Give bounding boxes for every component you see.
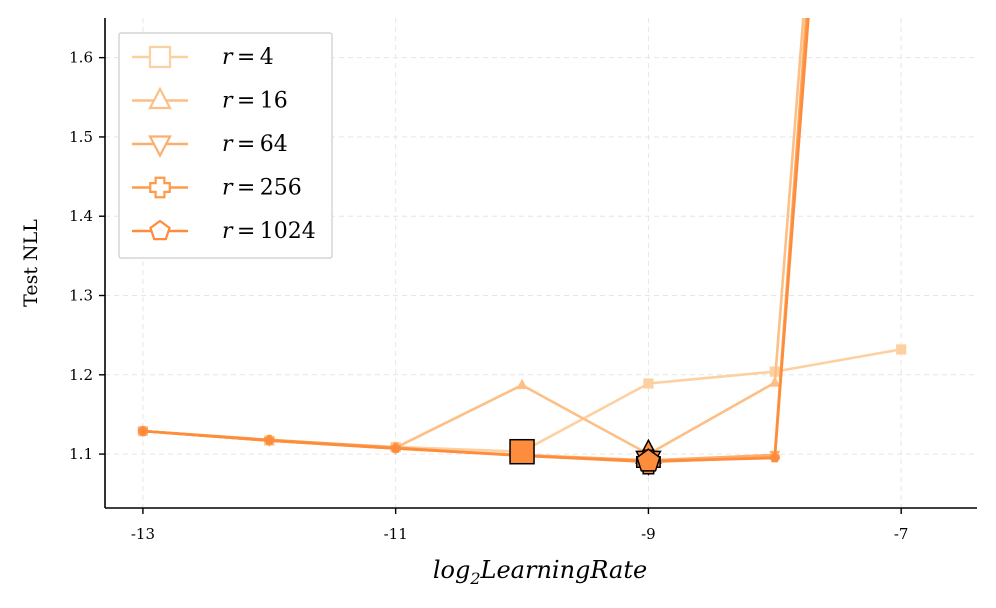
best-points-layer bbox=[509, 438, 662, 476]
legend-marker bbox=[148, 86, 172, 110]
legend-label: r = 4 bbox=[222, 45, 274, 70]
legend-item: r = 1024 bbox=[132, 219, 316, 244]
legend-frame bbox=[118, 32, 333, 259]
data-point bbox=[769, 452, 780, 463]
data-point bbox=[516, 378, 528, 390]
legend-label: r = 16 bbox=[222, 89, 288, 114]
x-tick-label: -9 bbox=[641, 525, 656, 543]
y-tick-label: 1.4 bbox=[69, 207, 93, 225]
y-tick-label: 1.6 bbox=[69, 49, 93, 67]
y-tick-label: 1.2 bbox=[69, 366, 93, 384]
best-point-marker bbox=[509, 438, 535, 465]
legend-marker bbox=[148, 135, 172, 158]
x-tick-label: -11 bbox=[384, 525, 408, 543]
x-tick-label: -7 bbox=[894, 525, 909, 543]
best-point-marker bbox=[636, 448, 661, 472]
legend: r = 4 r = 16 r = 64 r = 256 r = 1024 bbox=[118, 32, 333, 259]
y-tick-label: 1.5 bbox=[69, 128, 93, 146]
legend-label: r = 64 bbox=[222, 132, 288, 157]
x-tick-label: -13 bbox=[131, 525, 155, 543]
legend-marker bbox=[149, 176, 171, 199]
legend-label: r = 1024 bbox=[222, 219, 316, 244]
data-point bbox=[264, 435, 275, 445]
legend-item: r = 64 bbox=[132, 132, 288, 158]
data-point bbox=[896, 344, 907, 355]
legend-item: r = 16 bbox=[132, 86, 288, 114]
x-axis-title: log2LearningRate bbox=[433, 556, 647, 588]
legend-marker bbox=[149, 219, 171, 241]
data-point bbox=[390, 443, 401, 453]
legend-item: r = 256 bbox=[132, 176, 302, 201]
y-tick-label: 1.3 bbox=[69, 287, 93, 305]
series-line bbox=[142, 348, 902, 453]
data-point bbox=[769, 376, 781, 387]
legend-item: r = 4 bbox=[132, 45, 274, 70]
axes bbox=[104, 18, 977, 509]
legend-label: r = 256 bbox=[222, 176, 302, 201]
data-point bbox=[137, 425, 148, 436]
tick-layer: -13 -11 -9 -7 1.1 1.2 1.3 1.4 1.5 1.6 bbox=[69, 49, 908, 543]
legend-marker bbox=[148, 45, 172, 69]
data-point bbox=[643, 378, 654, 389]
y-tick-label: 1.1 bbox=[69, 445, 93, 463]
y-axis-title: Test NLL bbox=[20, 219, 42, 307]
x-axis-title-subscript: 2 bbox=[469, 569, 480, 588]
